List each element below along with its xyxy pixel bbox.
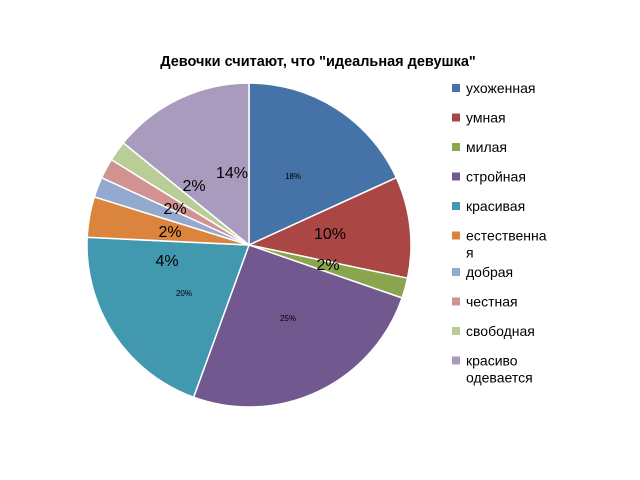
legend-swatch-2 (452, 113, 460, 122)
slice-label-9: 2% (182, 178, 205, 195)
legend-swatch-7 (452, 268, 460, 276)
slice-label-3: 2% (316, 257, 339, 274)
pie-slice-5 (86, 236, 251, 399)
legend-label-2: умная (466, 110, 506, 126)
legend-label-10-line-1: красиво (466, 353, 518, 369)
legend-swatch-6 (452, 231, 460, 240)
pie-slice-labels: 18% 10% 2% 25% 20% 4% 2% 2% 2% 14% (155, 165, 346, 323)
legend-label-6-line-2: я (466, 245, 474, 261)
legend-label-9: свободная (466, 323, 535, 339)
legend-swatch-3 (452, 143, 460, 151)
slice-label-7: 2% (158, 224, 181, 241)
legend-label-10-line-2: одевается (466, 370, 533, 386)
legend-label-6-line-1: естественна (466, 228, 547, 244)
legend-label-4: стройная (466, 169, 526, 185)
slice-label-10: 14% (216, 165, 248, 182)
legend-label-5: красивая (466, 198, 525, 214)
slice-label-1: 18% (285, 172, 301, 181)
legend-swatch-4 (452, 172, 460, 181)
legend-label-8: честная (466, 294, 518, 310)
legend-swatch-8 (452, 297, 460, 306)
legend: ухоженная умная милая стройная красивая естес… (452, 80, 547, 386)
legend-label-7: добрая (466, 264, 513, 280)
slice-label-5: 20% (176, 289, 192, 298)
legend-swatch-5 (452, 202, 460, 210)
legend-swatch-1 (452, 84, 460, 92)
legend-label-3: милая (466, 139, 507, 155)
slice-label-8: 2% (163, 201, 186, 218)
pie-slice-10 (122, 82, 250, 247)
legend-swatch-9 (452, 327, 460, 335)
slice-label-2: 10% (314, 226, 346, 243)
legend-label-1: ухоженная (466, 80, 535, 96)
chart-title: Девочки считают, что "идеальная девушка" (160, 54, 476, 70)
slice-label-4: 25% (280, 314, 296, 323)
pie-slice-4 (192, 244, 404, 408)
pie-slice-1 (248, 82, 398, 247)
slice-label-6: 4% (155, 253, 178, 270)
legend-swatch-10 (452, 356, 460, 365)
pie-slices (86, 82, 412, 408)
